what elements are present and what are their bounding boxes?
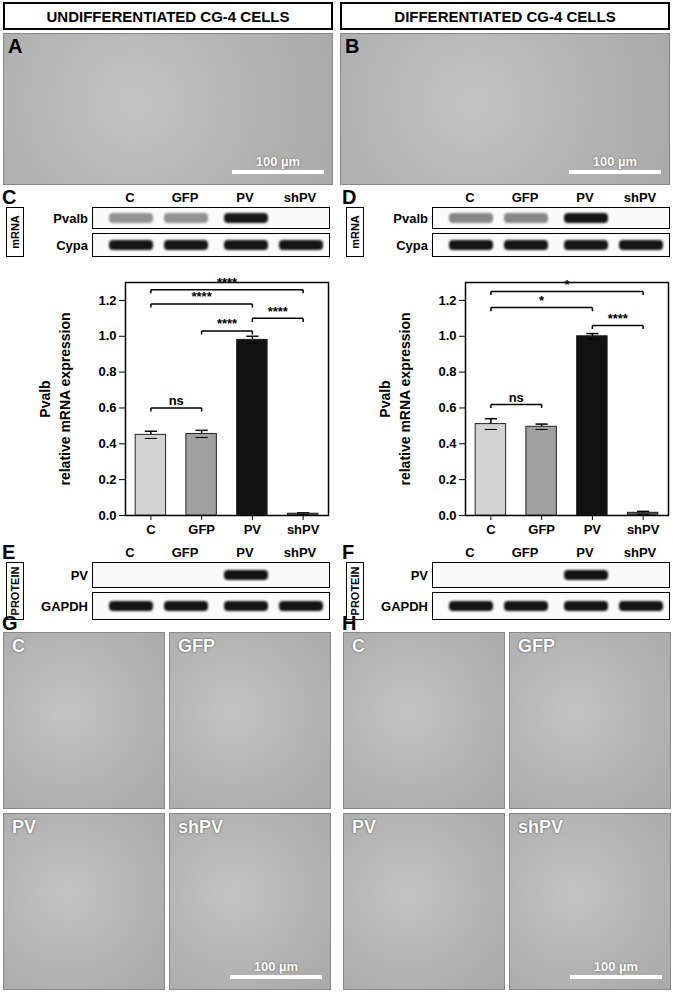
html-text:PROTEIN: PROTEIN — [349, 566, 361, 616]
html-text:GFP: GFP — [178, 636, 215, 656]
html-text:PV: PV — [236, 545, 254, 560]
svg-text:ns: ns — [169, 393, 184, 408]
svg-text:PV: PV — [584, 522, 602, 537]
html-text:shPV: shPV — [518, 817, 563, 837]
svg-text:0.2: 0.2 — [98, 472, 116, 487]
html-text:Pvalb: Pvalb — [393, 210, 428, 226]
svg-text:1.0: 1.0 — [98, 328, 116, 343]
html-text:D: D — [342, 186, 357, 208]
svg-text:0.0: 0.0 — [438, 508, 456, 523]
svg-text:PV: PV — [244, 522, 262, 537]
svg-text:*: * — [539, 293, 545, 308]
html-text:mRNA: mRNA — [349, 215, 361, 249]
svg-text:****: **** — [217, 275, 238, 290]
html-text:GFP: GFP — [511, 190, 539, 205]
svg-text:0.4: 0.4 — [438, 436, 457, 451]
html-text:DIFFERENTIATED CG-4 CELLS: DIFFERENTIATED CG-4 CELLS — [394, 7, 616, 25]
html-text:mRNA: mRNA — [9, 215, 21, 249]
html-text:PROTEIN: PROTEIN — [9, 566, 21, 616]
svg-text:1.0: 1.0 — [438, 328, 456, 343]
html-text:shPV: shPV — [623, 545, 657, 560]
html-text:shPV: shPV — [283, 190, 317, 205]
svg-text:****: **** — [268, 304, 289, 319]
html-text:100 µm: 100 µm — [255, 154, 301, 169]
svg-text:GFP: GFP — [528, 522, 555, 537]
html-text:C: C — [125, 545, 135, 560]
svg-text:0.4: 0.4 — [98, 436, 117, 451]
svg-text:1.2: 1.2 — [98, 293, 116, 308]
html-text:GAPDH: GAPDH — [41, 598, 88, 614]
html-text:Cypa: Cypa — [396, 237, 428, 253]
svg-text:0.8: 0.8 — [98, 364, 116, 379]
html-text:GFP: GFP — [171, 190, 199, 205]
html-text:PV: PV — [236, 190, 254, 205]
svg-text:0.0: 0.0 — [98, 508, 116, 523]
svg-text:0.6: 0.6 — [98, 400, 116, 415]
html-text:GFP: GFP — [511, 545, 539, 560]
html-text:GFP: GFP — [171, 545, 199, 560]
svg-text:0.8: 0.8 — [438, 364, 456, 379]
html-text:PV: PV — [410, 567, 428, 583]
html-text:GAPDH: GAPDH — [381, 598, 428, 614]
svg-text:shPV: shPV — [287, 522, 320, 537]
svg-text:ns: ns — [509, 390, 524, 405]
svg-text:shPV: shPV — [627, 522, 660, 537]
html-text:C: C — [125, 190, 135, 205]
html-text:B: B — [345, 35, 360, 57]
svg-text:****: **** — [192, 289, 213, 304]
svg-text:****: **** — [217, 316, 238, 331]
html-text:Pvalb: Pvalb — [53, 210, 88, 226]
html-text:PV: PV — [576, 190, 594, 205]
html-text:GFP: GFP — [518, 636, 555, 656]
html-text:G: G — [2, 612, 18, 634]
html-text:shPV: shPV — [623, 190, 657, 205]
html-text:PV: PV — [576, 545, 594, 560]
svg-text:C: C — [146, 522, 156, 537]
html-text:C: C — [465, 190, 475, 205]
html-text:PV: PV — [70, 567, 88, 583]
svg-text:0.2: 0.2 — [438, 472, 456, 487]
html-text:100 µm: 100 µm — [593, 959, 639, 974]
html-text:UNDIFFERENTIATED CG-4 CELLS: UNDIFFERENTIATED CG-4 CELLS — [46, 7, 290, 25]
html-text:Pvalb: Pvalb — [37, 379, 53, 418]
html-text:C: C — [465, 545, 475, 560]
html-text:100 µm: 100 µm — [592, 154, 638, 169]
html-text:Pvalb: Pvalb — [377, 379, 393, 418]
html-text:H: H — [342, 612, 357, 634]
html-text:Cypa: Cypa — [56, 237, 88, 253]
svg-text:0.6: 0.6 — [438, 400, 456, 415]
svg-text:****: **** — [608, 311, 629, 326]
svg-text:GFP: GFP — [188, 522, 215, 537]
html-text:C: C — [2, 186, 17, 208]
svg-text:1.2: 1.2 — [438, 293, 456, 308]
svg-text:*: * — [564, 277, 570, 292]
html-text:shPV: shPV — [178, 817, 223, 837]
html-text:A: A — [8, 35, 23, 57]
html-text:C: C — [352, 636, 365, 656]
html-text:C: C — [12, 636, 25, 656]
html-text:PV: PV — [12, 817, 36, 837]
html-text:100 µm: 100 µm — [253, 959, 299, 974]
html-text:relative mRNA expression: relative mRNA expression — [397, 312, 413, 485]
html-text:PV: PV — [352, 817, 376, 837]
html-text:E: E — [2, 541, 16, 563]
html-text:shPV: shPV — [283, 545, 317, 560]
svg-text:C: C — [486, 522, 496, 537]
html-text:relative mRNA expression: relative mRNA expression — [57, 312, 73, 485]
html-text:F: F — [342, 541, 355, 563]
